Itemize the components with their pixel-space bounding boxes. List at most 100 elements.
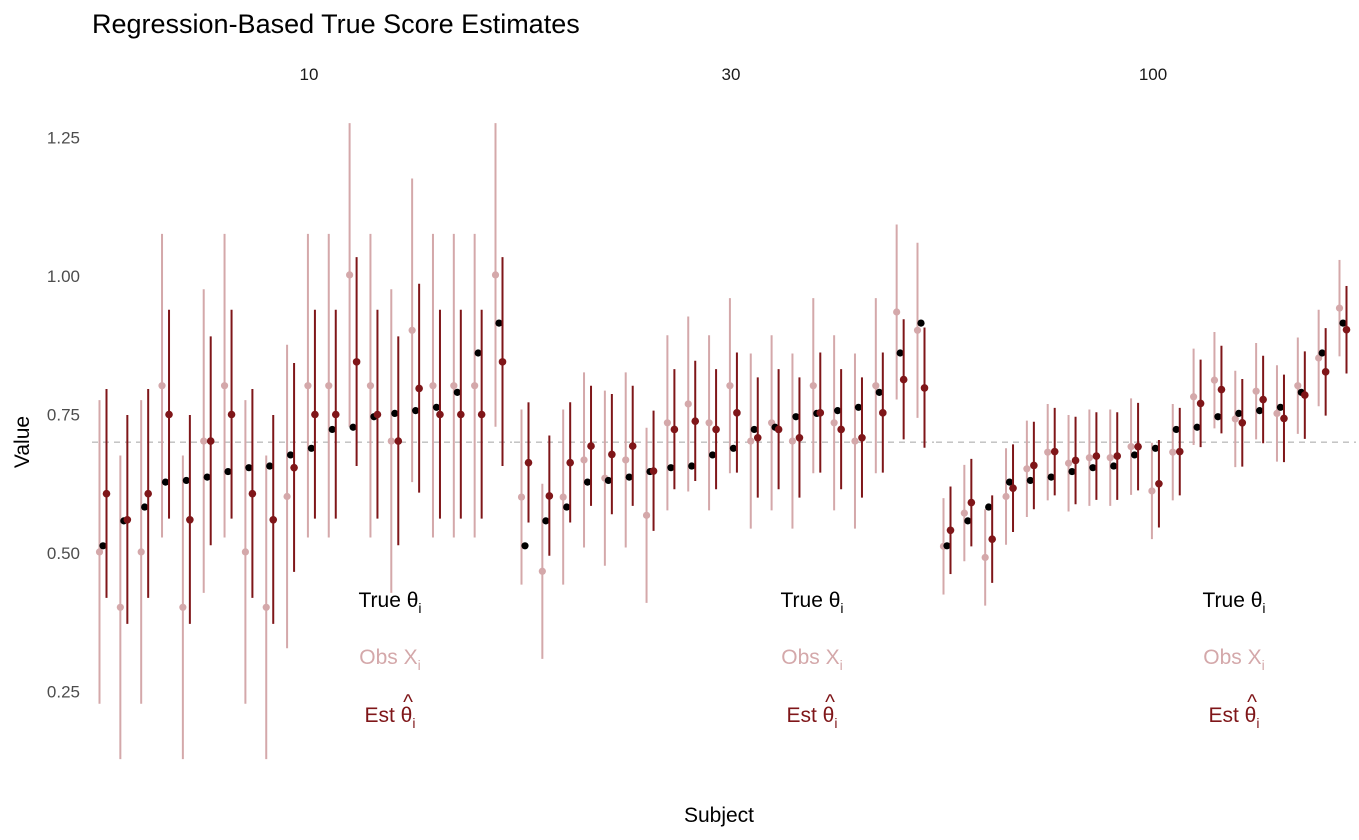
est-point: [1134, 442, 1142, 451]
true-point: [99, 542, 107, 550]
est-point: [879, 409, 887, 417]
est-point: [920, 384, 929, 392]
legend-est: Est θi^: [365, 691, 416, 731]
subject-group: [366, 233, 382, 538]
y-axis: 0.25 0.50 0.75 1.00 1.25: [47, 129, 80, 702]
est-point: [1217, 385, 1226, 394]
obs-point: [981, 553, 989, 562]
legend-label-obs: Obs Xi: [1203, 646, 1264, 673]
true-point: [141, 503, 149, 511]
est-point: [415, 384, 423, 393]
est-point: [457, 410, 465, 419]
obs-point: [95, 548, 104, 556]
subject-group: [220, 233, 236, 538]
y-tick-label: 0.25: [47, 683, 80, 702]
true-point: [474, 349, 482, 357]
obs-point: [1064, 459, 1073, 467]
subject-group: [1273, 365, 1288, 463]
obs-point: [893, 308, 901, 316]
obs-point: [747, 437, 755, 445]
true-point: [1235, 409, 1243, 417]
est-point: [545, 492, 554, 500]
subject-group: [158, 233, 173, 538]
legend-main: Obs X: [359, 646, 417, 669]
true-point: [328, 425, 336, 434]
obs-point: [429, 382, 437, 390]
legend-est: Est θi^: [787, 691, 838, 731]
subject-group: [179, 415, 194, 760]
obs-point: [1148, 487, 1156, 495]
est-point: [1301, 391, 1309, 399]
est-point: [290, 463, 298, 472]
obs-point: [325, 382, 333, 390]
est-point: [733, 409, 741, 417]
true-point: [792, 413, 800, 421]
legend-main: True θ: [358, 589, 418, 612]
legend-subscript: i: [418, 600, 421, 616]
true-point: [604, 476, 612, 485]
est-point: [1113, 452, 1122, 460]
est-point: [587, 442, 595, 450]
true-point: [266, 462, 274, 470]
true-point: [521, 542, 529, 550]
legend-subscript: i: [412, 715, 415, 731]
obs-point: [220, 382, 229, 390]
legend-est: Est θi^: [1209, 691, 1260, 731]
legend-main: Obs X: [1203, 646, 1261, 669]
subject-group: [684, 316, 700, 492]
est-point: [1155, 479, 1163, 488]
obs-point: [1023, 465, 1031, 473]
subject-group: [939, 486, 955, 595]
subject-group: [809, 298, 825, 474]
legend-true: True θi: [1202, 589, 1265, 616]
obs-point: [1127, 443, 1135, 451]
true-point: [495, 319, 503, 327]
true-point: [1130, 451, 1139, 459]
true-point: [1089, 464, 1097, 472]
subject-group: [981, 495, 996, 606]
legend-main: Est θ: [1209, 704, 1257, 727]
subject-group: [622, 372, 637, 548]
obs-point: [517, 493, 526, 501]
est-point: [436, 410, 444, 419]
subject-group: [1169, 403, 1184, 501]
subject-group: [913, 242, 929, 448]
obs-point: [960, 509, 968, 517]
obs-point: [913, 326, 922, 334]
true-point: [412, 407, 420, 415]
true-point: [1047, 473, 1055, 481]
obs-point: [450, 382, 458, 390]
true-point: [625, 473, 633, 481]
obs-point: [580, 456, 588, 464]
true-point: [1276, 403, 1285, 411]
legend-obs: Obs Xi: [359, 646, 420, 673]
est-point: [774, 425, 783, 434]
obs-point: [1002, 492, 1010, 501]
legend-subscript: i: [840, 657, 843, 673]
est-point: [1050, 447, 1059, 456]
obs-point: [642, 511, 651, 519]
legend-hat: ^: [825, 691, 835, 714]
obs-point: [241, 548, 249, 556]
obs-point: [408, 326, 416, 334]
est-point: [988, 535, 996, 543]
legend-main: True θ: [780, 589, 840, 612]
obs-point: [491, 271, 500, 279]
true-point: [307, 444, 316, 452]
legend-obs: Obs Xi: [1203, 646, 1264, 673]
subject-group: [1002, 444, 1017, 545]
facet-strip-label: 30: [722, 65, 741, 84]
obs-point: [1315, 354, 1323, 362]
true-point: [1005, 478, 1014, 486]
est-point: [1196, 399, 1205, 408]
true-point: [391, 409, 399, 417]
subject-group: [200, 289, 215, 593]
true-point: [750, 425, 758, 434]
est-point: [1092, 452, 1101, 460]
obs-point: [1335, 304, 1344, 312]
est-point: [628, 442, 637, 450]
true-point: [896, 349, 904, 357]
legend-label-true: True θi: [1202, 589, 1265, 616]
est-point: [311, 410, 319, 419]
